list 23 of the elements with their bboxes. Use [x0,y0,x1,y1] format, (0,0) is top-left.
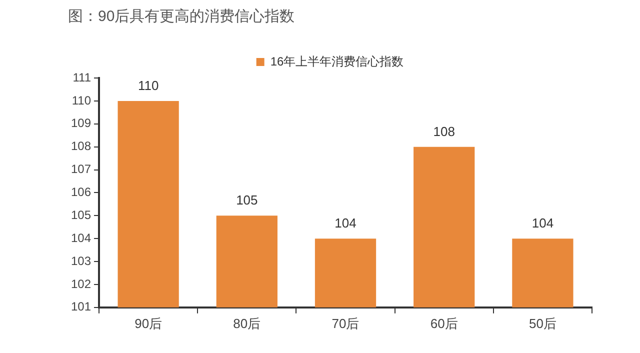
chart-title: 图：90后具有更高的消费信心指数 [68,8,295,26]
y-tick-label: 102 [70,276,92,291]
x-tick-label: 50后 [528,316,556,331]
y-tick-label: 107 [70,162,92,176]
x-tick-label: 60后 [430,316,458,331]
legend-label: 16年上半年消费信心指数 [270,54,404,68]
y-tick-label: 103 [70,254,92,268]
y-tick-label: 108 [70,139,92,154]
data-label: 104 [334,216,356,231]
y-tick-label: 105 [70,208,92,222]
x-tick-label: 80后 [233,316,261,331]
y-tick-label: 101 [70,300,92,314]
data-label: 108 [433,124,455,139]
data-label: 104 [532,216,554,231]
y-tick-label: 109 [70,116,92,130]
y-tick-label: 104 [70,230,92,245]
x-tick-label: 90后 [134,316,162,331]
data-label: 110 [138,78,159,94]
y-tick-label: 106 [70,185,92,200]
y-tick-label: 111 [72,70,92,84]
x-tick-label: 70后 [332,316,360,331]
data-label: 105 [236,192,258,208]
y-tick-label: 110 [72,93,92,108]
